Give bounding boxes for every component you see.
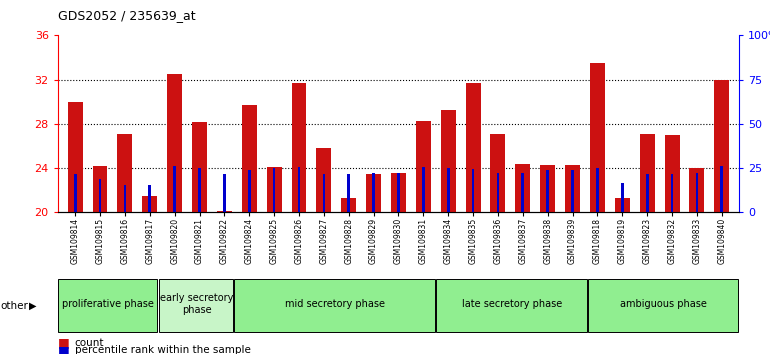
Bar: [621, 183, 624, 212]
Bar: [721, 166, 723, 212]
Bar: [640, 134, 654, 212]
Bar: [521, 172, 524, 212]
Bar: [472, 169, 474, 212]
Bar: [695, 172, 698, 212]
Bar: [266, 167, 282, 212]
Bar: [515, 164, 531, 212]
Bar: [466, 83, 480, 212]
Bar: [571, 170, 574, 212]
Bar: [440, 109, 456, 212]
Bar: [68, 102, 82, 212]
Bar: [74, 174, 76, 212]
Bar: [173, 166, 176, 212]
Bar: [149, 185, 151, 212]
Bar: [341, 198, 357, 212]
Text: ambiguous phase: ambiguous phase: [620, 299, 707, 309]
Bar: [646, 174, 648, 212]
Text: ■: ■: [58, 336, 69, 349]
Bar: [192, 122, 207, 212]
Bar: [217, 211, 232, 212]
Bar: [671, 174, 674, 212]
Bar: [715, 80, 729, 212]
Bar: [596, 168, 599, 212]
Bar: [497, 172, 499, 212]
Bar: [565, 165, 580, 212]
Bar: [323, 174, 325, 212]
Bar: [397, 172, 400, 212]
Bar: [99, 179, 102, 212]
Bar: [198, 168, 201, 212]
Bar: [547, 170, 549, 212]
Bar: [167, 74, 182, 212]
Bar: [142, 196, 157, 212]
Bar: [490, 134, 505, 212]
Bar: [118, 134, 132, 212]
Bar: [541, 165, 555, 212]
Bar: [92, 166, 108, 212]
Bar: [273, 168, 276, 212]
Bar: [689, 168, 705, 212]
Bar: [588, 279, 738, 332]
Bar: [242, 105, 256, 212]
Text: count: count: [75, 338, 104, 348]
Bar: [123, 185, 126, 212]
Bar: [292, 83, 306, 212]
Bar: [234, 279, 435, 332]
Text: proliferative phase: proliferative phase: [62, 299, 154, 309]
Bar: [58, 279, 157, 332]
Text: other: other: [1, 301, 28, 311]
Bar: [590, 63, 605, 212]
Bar: [298, 167, 300, 212]
Text: percentile rank within the sample: percentile rank within the sample: [75, 346, 250, 354]
Bar: [372, 172, 375, 212]
Text: mid secretory phase: mid secretory phase: [286, 299, 385, 309]
Text: ■: ■: [58, 344, 69, 354]
Bar: [248, 170, 250, 212]
Bar: [447, 168, 450, 212]
Text: early secretory
phase: early secretory phase: [160, 293, 233, 315]
Bar: [416, 121, 430, 212]
Bar: [316, 148, 331, 212]
Bar: [159, 279, 233, 332]
Bar: [223, 174, 226, 212]
Text: ▶: ▶: [29, 301, 37, 311]
Bar: [437, 279, 587, 332]
Bar: [615, 198, 630, 212]
Bar: [347, 174, 350, 212]
Text: late secretory phase: late secretory phase: [462, 299, 562, 309]
Bar: [422, 167, 425, 212]
Bar: [665, 135, 679, 212]
Bar: [367, 174, 381, 212]
Text: GDS2052 / 235639_at: GDS2052 / 235639_at: [58, 9, 196, 22]
Bar: [391, 172, 406, 212]
